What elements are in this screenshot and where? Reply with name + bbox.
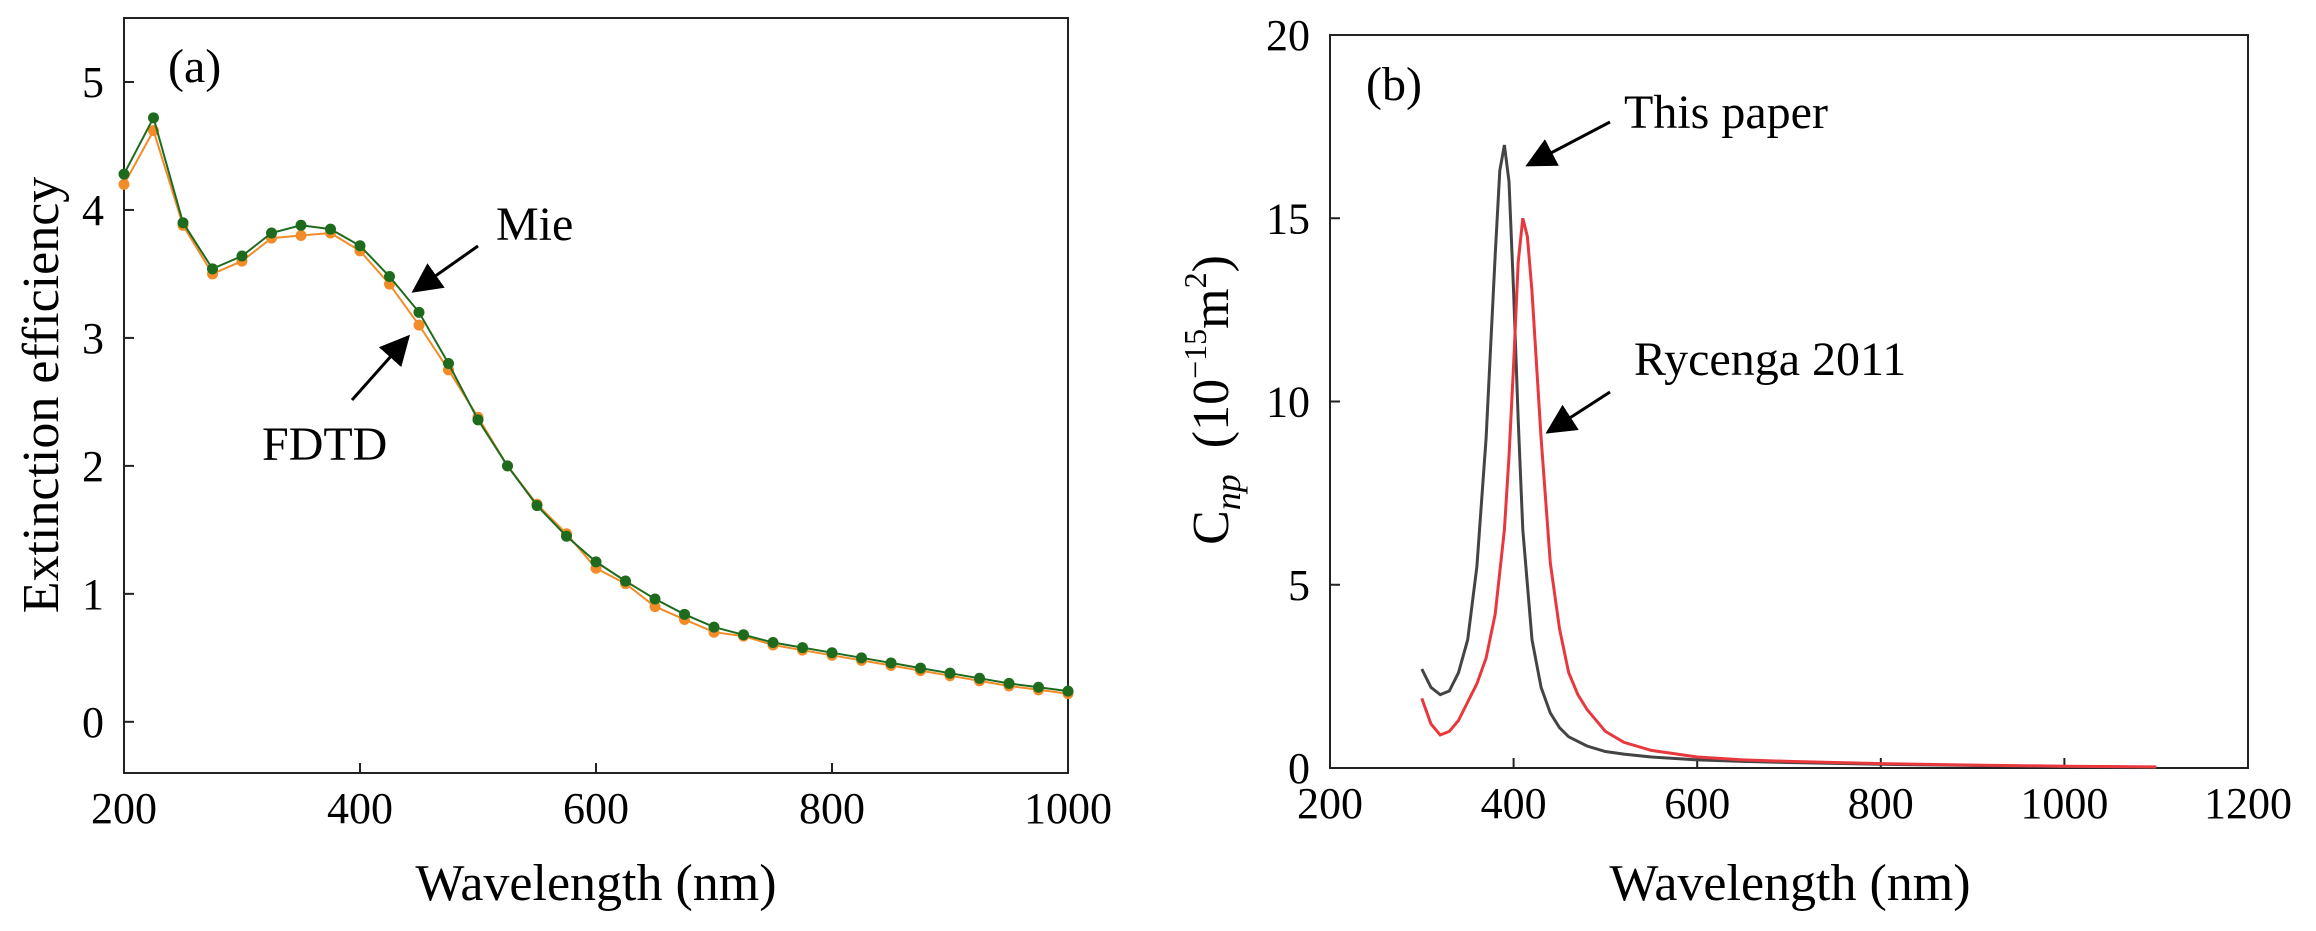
panel-a-xtick-label: 1000 (1024, 784, 1112, 833)
panel-a-ytick-label: 3 (82, 314, 104, 363)
annotation-mie: Mie (496, 198, 573, 251)
panel-a-label: (a) (168, 40, 221, 93)
panel-a-point-mie (295, 219, 307, 231)
panel-a-xtick-label: 200 (91, 784, 157, 833)
panel-a-xtick-label: 800 (799, 784, 865, 833)
panel-a-point-mie (561, 530, 572, 542)
panel-a-point-mie (944, 667, 956, 679)
panel-b-ytick-label: 10 (1266, 378, 1310, 427)
panel-a-line-fdtd (123, 128, 1069, 695)
panel-a-ytick-label: 1 (82, 570, 104, 619)
panel-a-ytick-label: 5 (82, 58, 104, 107)
panel-b-line-rycenga-2011 (1420, 217, 2157, 769)
arrow-mie (411, 244, 479, 293)
panel-a-point-mie (1062, 685, 1074, 697)
arrow-this-paper (1525, 120, 1611, 167)
panel-a-point-mie (856, 652, 867, 664)
panel-a-point-mie (177, 217, 189, 229)
panel-b-ytick-label: 15 (1266, 194, 1310, 243)
panel-a-point-mie (915, 662, 926, 674)
panel-a-frame (123, 17, 1069, 774)
panel-a-point-fdtd (384, 278, 395, 290)
panel-a-point-mie (384, 270, 395, 282)
annotation-fdtd: FDTD (262, 418, 387, 471)
panel-a-point-mie (1033, 681, 1044, 693)
panel-a-ytick-label: 4 (82, 186, 104, 235)
panel-a-xlabel: Wavelength (nm) (415, 855, 776, 912)
ylabel-unit-exp: −15 (1177, 329, 1213, 379)
panel-a-point-fdtd (413, 319, 425, 331)
panel-a-point-mie (325, 223, 336, 235)
panel-a-point-mie (266, 227, 277, 239)
ylabel-unit-sq: 2 (1177, 272, 1213, 288)
ylabel-unit-close: ) (1183, 255, 1240, 272)
panel-a-point-fdtd (295, 230, 307, 242)
annotation-this-paper: This paper (1624, 86, 1828, 139)
panel-a-xtick-label: 600 (563, 784, 629, 833)
panel-b-line-this-paper (1420, 144, 2157, 769)
panel-a-point-fdtd (649, 601, 661, 613)
panel-a-point-mie (679, 608, 690, 620)
panel-a-point-mie (148, 112, 159, 124)
panel-b-ytick-label: 0 (1288, 744, 1310, 793)
panel-a-point-mie (413, 306, 425, 318)
ylabel-unit-open: (10 (1183, 379, 1240, 448)
panel-a-point-mie (472, 414, 484, 426)
panel-b-ytick-label: 5 (1288, 561, 1310, 610)
panel-a-ylabel: Extinction efficiency (13, 177, 70, 614)
panel-a-point-fdtd (118, 178, 130, 190)
panel-a-point-mie (443, 358, 454, 370)
panel-a-point-mie (118, 168, 130, 180)
panel-a-point-mie (767, 636, 779, 648)
panel-a-point-mie (649, 593, 661, 605)
ylabel-np: np (1208, 474, 1248, 510)
panel-b-ticks: 200 400 600 800 1000 1200 0 5 10 15 20 (1266, 11, 2292, 828)
panel-a-point-mie (236, 250, 248, 262)
panel-b-xtick-label: 1000 (2020, 779, 2108, 828)
panel-b-xtick-label: 800 (1848, 779, 1914, 828)
panel-a-point-mie (620, 575, 631, 587)
panel-a-point-mie (797, 642, 808, 654)
panel-a-point-mie (1003, 677, 1015, 689)
panel-a-line-mie (123, 115, 1069, 693)
arrow-fdtd (350, 334, 410, 401)
panel-a: 200 400 600 800 1000 0 1 2 3 4 5 (a) Wavelength (n… (13, 17, 1112, 912)
panel-a-point-mie (354, 240, 366, 252)
panel-a-point-mie (738, 629, 749, 641)
ylabel-c: C (1183, 510, 1240, 545)
panel-b-ytick-label: 20 (1266, 11, 1310, 60)
ylabel-unit-m: m (1183, 288, 1240, 328)
panel-b-xlabel: Wavelength (nm) (1609, 855, 1970, 912)
panel-b: 200 400 600 800 1000 1200 0 5 10 15 20 (b) Wavelen… (1177, 11, 2292, 912)
panel-a-point-mie (207, 263, 218, 275)
panel-a-ticks: 200 400 600 800 1000 0 1 2 3 4 5 (82, 58, 1112, 833)
panel-a-xtick-label: 400 (327, 784, 393, 833)
panel-b-xtick-label: 600 (1664, 779, 1730, 828)
panel-a-point-mie (502, 460, 513, 472)
panel-a-point-mie (708, 621, 720, 633)
arrow-rycenga (1545, 390, 1611, 434)
panel-b-xtick-label: 1200 (2204, 779, 2292, 828)
panel-a-point-mie (590, 556, 602, 568)
panel-b-ylabel: Cnp (10−15m2) (1177, 255, 1248, 545)
panel-b-series (1420, 144, 2157, 769)
panel-a-point-mie (974, 672, 985, 684)
panel-b-xtick-label: 200 (1297, 779, 1363, 828)
panel-a-point-mie (885, 657, 897, 669)
panel-a-point-mie (826, 647, 838, 659)
panel-a-ytick-label: 0 (82, 698, 104, 747)
panel-b-frame (1329, 34, 2249, 769)
panel-a-ytick-label: 2 (82, 442, 104, 491)
panel-b-xtick-label: 400 (1481, 779, 1547, 828)
panel-b-label: (b) (1366, 58, 1422, 111)
panel-a-series (118, 112, 1074, 700)
annotation-rycenga: Rycenga 2011 (1634, 333, 1906, 386)
panel-a-point-mie (531, 500, 543, 512)
